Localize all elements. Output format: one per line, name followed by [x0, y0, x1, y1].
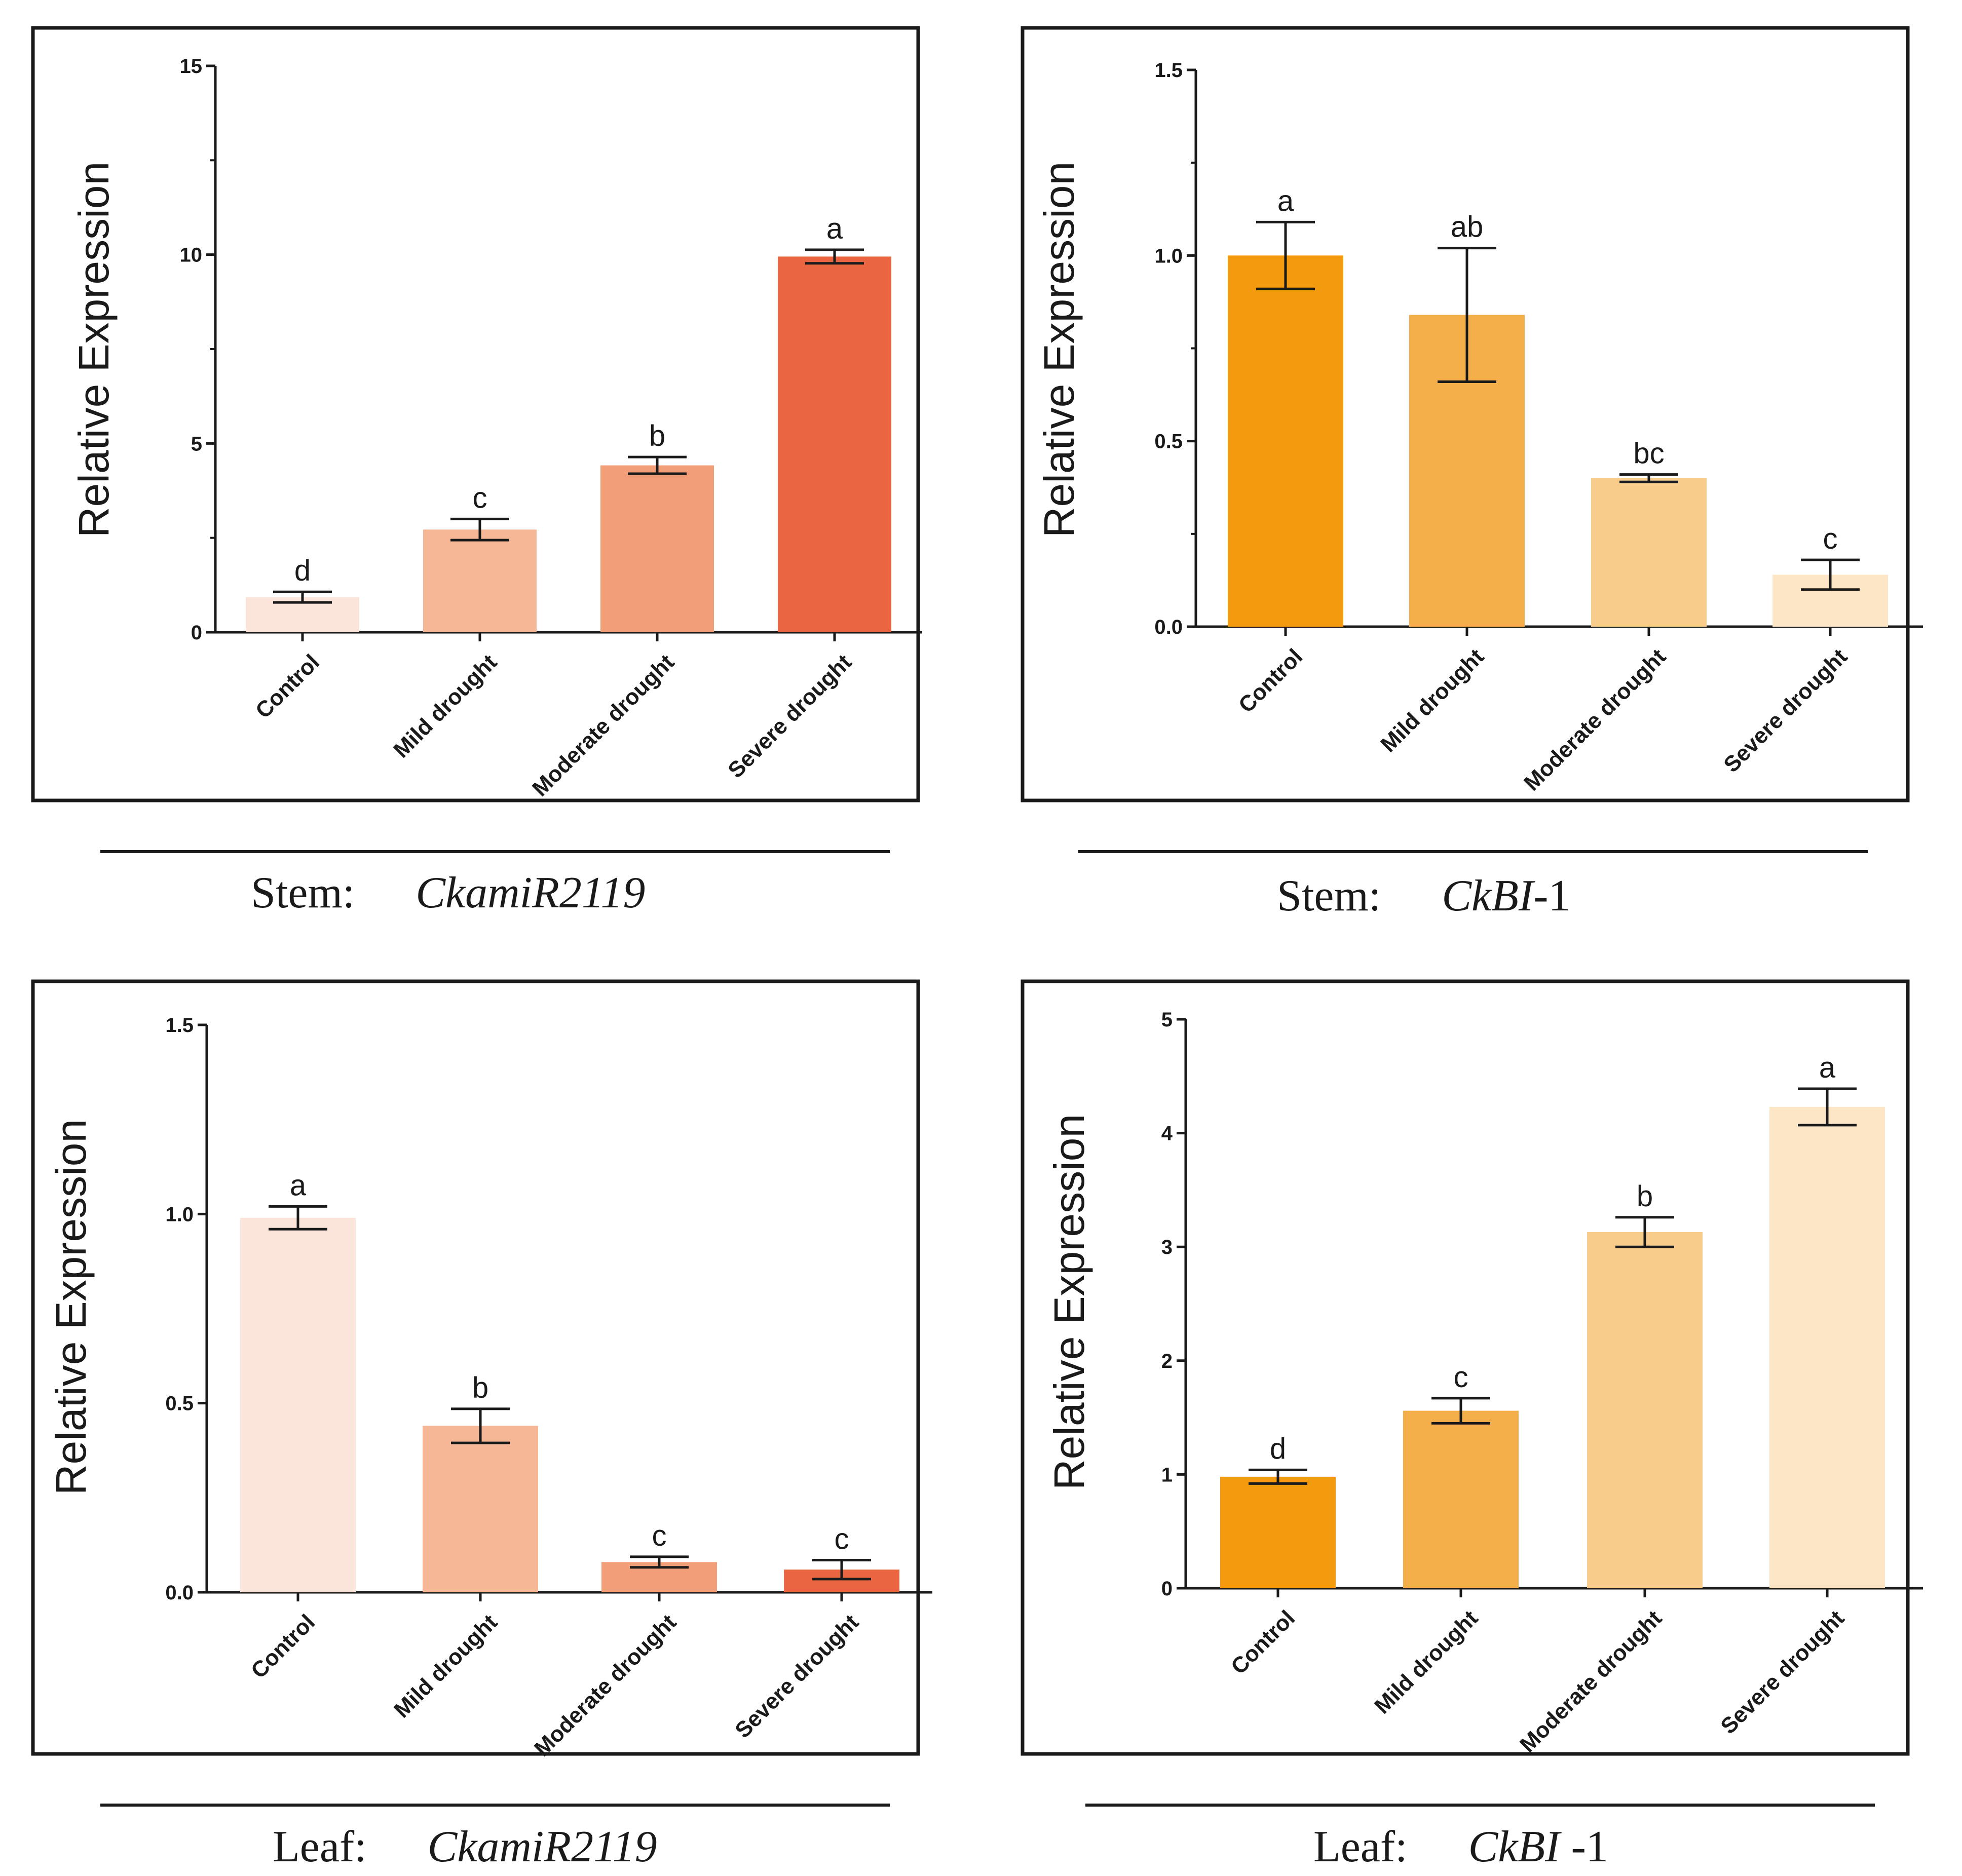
x-tick-label: Moderate drought	[1515, 1605, 1667, 1757]
y-tick-label: 0.0	[165, 1582, 194, 1604]
significance-label: a	[1819, 1051, 1836, 1084]
caption-tissue: Stem:	[251, 868, 355, 917]
significance-label: b	[1637, 1180, 1653, 1213]
significance-label: d	[1270, 1432, 1286, 1465]
caption-suffix: -1	[1533, 871, 1571, 921]
y-axis-label: Relative Expression	[1045, 1114, 1093, 1490]
y-tick-label: 0.5	[165, 1393, 194, 1415]
x-tick-label: Control	[1234, 644, 1307, 717]
y-axis-label: Relative Expression	[1035, 162, 1083, 538]
x-tick-label: Moderate drought	[527, 649, 679, 801]
caption-rule	[1085, 1804, 1875, 1807]
significance-label: bc	[1633, 437, 1664, 470]
caption-leaf-bi: Leaf: CkBI -1	[1313, 1821, 1608, 1872]
caption-tissue: Stem:	[1277, 871, 1381, 921]
y-tick-label: 10	[180, 244, 203, 266]
significance-label: c	[1823, 522, 1838, 555]
significance-label: c	[1454, 1361, 1468, 1394]
y-tick-label: 0.0	[1154, 616, 1183, 638]
significance-label: b	[649, 419, 665, 452]
x-tick-label: Mild drought	[1370, 1605, 1483, 1718]
caption-tissue: Leaf:	[1313, 1822, 1408, 1871]
y-tick-label: 1.5	[1154, 59, 1183, 82]
significance-label: c	[652, 1519, 667, 1552]
x-tick-label: Severe drought	[730, 1610, 863, 1743]
y-tick-label: 0.5	[1154, 431, 1183, 453]
bar	[778, 256, 891, 633]
x-tick-label: Control	[1226, 1605, 1300, 1679]
chart-panel: 0.0 0.5 1.0 1.5 Relative Expression a Control b…	[31, 979, 932, 1762]
x-tick-label: Control	[246, 1610, 320, 1683]
y-tick-label: 0	[1161, 1578, 1173, 1600]
bar	[1587, 1232, 1703, 1588]
bar	[1591, 478, 1707, 627]
y-axis-label: Relative Expression	[47, 1119, 95, 1495]
panel-frame	[31, 26, 920, 802]
x-tick-label: Mild drought	[389, 1610, 502, 1722]
caption-stem-bi: Stem: CkBI-1	[1277, 870, 1570, 922]
caption-leaf-mir: Leaf: CkamiR2119	[273, 1821, 657, 1872]
bar	[600, 465, 714, 632]
panel-frame	[1021, 26, 1910, 802]
y-tick-label: 5	[191, 433, 202, 455]
panel-frame	[1021, 979, 1910, 1756]
y-axis-label: Relative Expression	[70, 162, 118, 538]
caption-rule	[100, 1804, 890, 1807]
y-tick-label: 3	[1161, 1236, 1173, 1258]
chart-panel: 0.0 0.5 1.0 1.5 Relative Expression a Control a…	[1021, 26, 1923, 802]
significance-label: a	[1277, 184, 1294, 217]
significance-label: b	[472, 1371, 488, 1404]
caption-rule	[100, 850, 890, 853]
caption-gene: CkBI	[1468, 1822, 1560, 1871]
bar	[240, 1217, 356, 1592]
x-tick-label: Severe drought	[1716, 1605, 1849, 1739]
caption-gene: CkamiR2119	[427, 1822, 657, 1871]
y-tick-label: 1.0	[1154, 245, 1183, 267]
significance-label: d	[294, 554, 311, 587]
chart-panel: 0 5 10 15 Relative Expression d Control c Mild d…	[31, 26, 922, 802]
y-tick-label: 4	[1161, 1123, 1173, 1145]
x-tick-label: Control	[251, 649, 324, 723]
caption-rule	[1078, 850, 1868, 853]
caption-tissue: Leaf:	[273, 1822, 367, 1871]
y-tick-label: 1.5	[165, 1014, 194, 1037]
y-tick-label: 2	[1161, 1350, 1173, 1372]
significance-label: a	[826, 212, 843, 245]
caption-gene: CkBI	[1442, 871, 1534, 921]
bar	[1769, 1106, 1885, 1588]
y-tick-label: 0	[191, 622, 202, 644]
bar	[1403, 1410, 1519, 1588]
caption-suffix: -1	[1560, 1822, 1608, 1871]
bar	[1220, 1476, 1336, 1588]
panel-frame	[31, 979, 920, 1756]
bar	[423, 1426, 538, 1592]
significance-label: c	[473, 481, 487, 514]
bar	[1228, 255, 1343, 627]
x-tick-label: Moderate drought	[1519, 644, 1671, 795]
caption-stem-mir: Stem: CkamiR2119	[251, 867, 645, 918]
x-tick-label: Severe drought	[723, 649, 856, 783]
significance-label: c	[835, 1523, 849, 1556]
significance-label: ab	[1451, 211, 1484, 244]
x-tick-label: Moderate drought	[530, 1610, 681, 1761]
y-tick-label: 5	[1161, 1009, 1173, 1031]
x-tick-label: Mild drought	[389, 649, 502, 762]
caption-gene: CkamiR2119	[416, 868, 646, 917]
x-tick-label: Mild drought	[1376, 644, 1489, 757]
x-tick-label: Severe drought	[1719, 644, 1852, 777]
chart-panel: 0 1 2 3 4 5 Relative Expression d Control c Mild d…	[1021, 979, 1923, 1757]
y-tick-label: 1	[1161, 1464, 1173, 1486]
bar	[423, 529, 537, 632]
y-tick-label: 15	[180, 55, 203, 78]
y-tick-label: 1.0	[165, 1203, 194, 1226]
significance-label: a	[290, 1169, 307, 1202]
